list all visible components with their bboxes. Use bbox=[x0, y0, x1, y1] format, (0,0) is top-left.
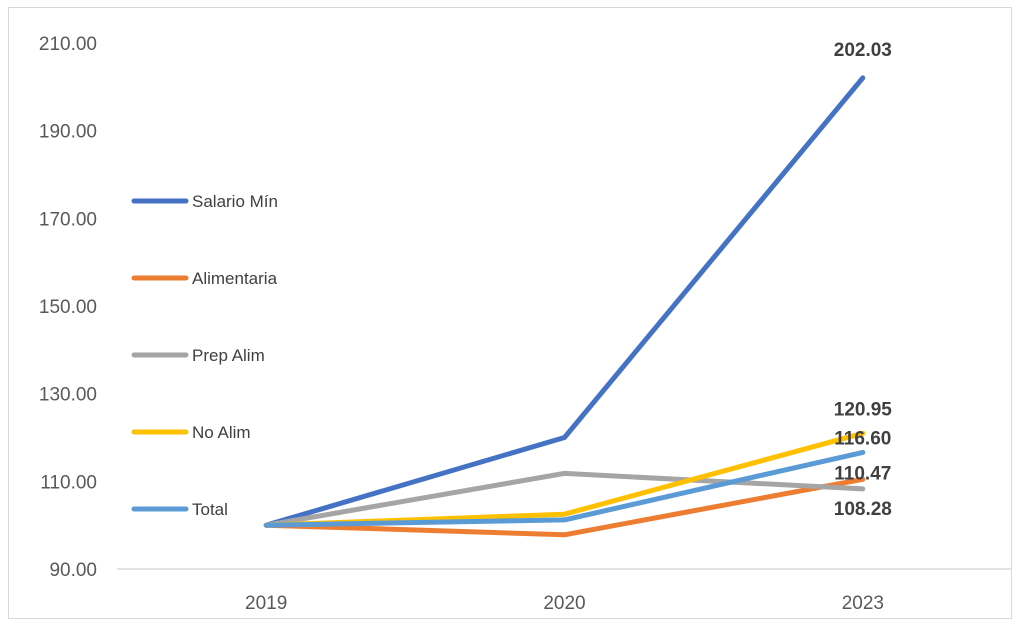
y-tick-label: 90.00 bbox=[49, 560, 97, 581]
legend-item: Total bbox=[131, 500, 228, 519]
data-label: 110.47 bbox=[834, 463, 891, 484]
y-tick-label: 130.00 bbox=[39, 385, 97, 406]
y-tick-label: 210.00 bbox=[39, 34, 97, 55]
legend-label: Prep Alim bbox=[192, 346, 265, 365]
legend-label: No Alim bbox=[192, 423, 251, 442]
data-label: 202.03 bbox=[834, 40, 892, 61]
y-tick-label: 190.00 bbox=[39, 122, 97, 143]
x-tick-label: 2019 bbox=[245, 593, 287, 614]
data-label: 120.95 bbox=[834, 399, 893, 420]
y-axis-ticks: 90.00 110.00 130.00 150.00 170.00 190.00 210.0… bbox=[39, 34, 97, 581]
series-line-prep-alim bbox=[263, 470, 866, 528]
y-tick-label: 150.00 bbox=[39, 297, 97, 318]
x-tick-label: 2023 bbox=[842, 593, 884, 614]
series-line-alimentaria bbox=[263, 476, 866, 538]
legend-label: Salario Mín bbox=[192, 192, 278, 211]
legend-item: Prep Alim bbox=[131, 346, 265, 365]
legend-item: Salario Mín bbox=[131, 192, 278, 211]
y-tick-label: 170.00 bbox=[39, 209, 97, 230]
data-label: 116.60 bbox=[834, 428, 891, 449]
x-axis-ticks: 2019 2020 2023 bbox=[245, 593, 884, 614]
data-label: 108.28 bbox=[834, 499, 892, 520]
legend-label: Alimentaria bbox=[192, 269, 278, 288]
data-labels: 202.03 110.47 108.28 120.95 116.60 bbox=[834, 40, 893, 520]
legend-item: No Alim bbox=[131, 423, 251, 442]
series-line-total bbox=[263, 449, 866, 528]
legend: Salario Mín Alimentaria Prep Alim No Alim To… bbox=[131, 192, 278, 519]
x-tick-label: 2020 bbox=[543, 593, 585, 614]
legend-item: Alimentaria bbox=[131, 269, 278, 288]
legend-label: Total bbox=[192, 500, 228, 519]
y-tick-label: 110.00 bbox=[40, 472, 97, 493]
series-line-salario-m-n bbox=[263, 75, 866, 528]
series-lines bbox=[263, 75, 866, 538]
